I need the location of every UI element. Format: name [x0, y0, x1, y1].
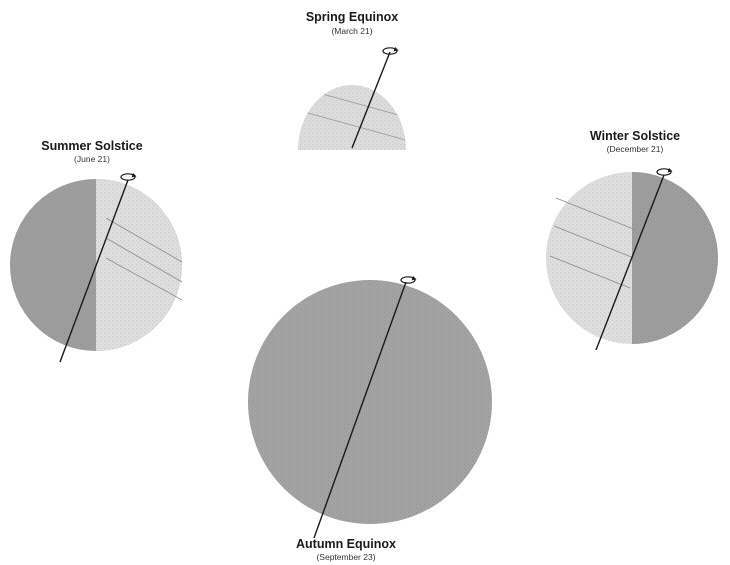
spring-date: (March 21): [331, 26, 372, 36]
winter-title: Winter Solstice: [590, 129, 680, 143]
winter-earth-axis: [595, 174, 665, 351]
spring-earth-axis: [351, 51, 391, 149]
summer-date: (June 21): [74, 154, 110, 164]
spring-title: Spring Equinox: [306, 10, 398, 24]
summer-earth-axis: [59, 179, 129, 363]
autumn-date: (September 23): [316, 552, 375, 562]
spring-globe-texture: [298, 85, 406, 150]
autumn-earth-axis: [313, 281, 407, 539]
autumn-title: Autumn Equinox: [296, 537, 396, 551]
spring-equinox-globe: Spring Equinox (March 21): [298, 10, 406, 150]
winter-sun-rays: [549, 197, 637, 289]
rotation-arrow-icon: [656, 168, 673, 176]
winter-solstice-globe: Winter Solstice (December 21): [546, 129, 718, 351]
autumn-equinox-globe: Autumn Equinox (September 23): [248, 276, 492, 562]
summer-solstice-globe: Summer Solstice (June 21): [10, 139, 183, 363]
winter-date: (December 21): [607, 144, 664, 154]
summer-title: Summer Solstice: [41, 139, 142, 153]
rotation-arrow-icon: [400, 276, 417, 284]
rotation-arrow-icon: [120, 173, 137, 181]
rotation-arrow-icon: [382, 47, 399, 55]
summer-sun-rays: [105, 217, 183, 301]
